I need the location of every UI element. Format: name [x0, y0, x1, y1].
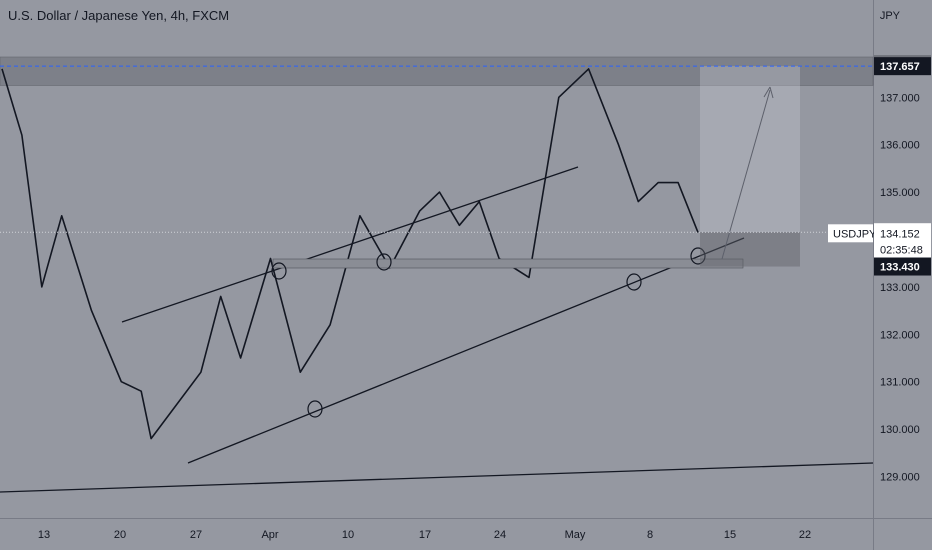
- stop-price-tag: [874, 257, 931, 276]
- currency-label: JPY: [879, 10, 900, 22]
- time-axis-panel[interactable]: [0, 518, 932, 550]
- projection-arrow: [721, 89, 771, 260]
- y-tick-label: 136.000: [880, 140, 920, 152]
- x-tick-label: 27: [190, 529, 202, 541]
- y-tick-label: 133.000: [880, 282, 920, 294]
- channel-lower-line: [187, 237, 745, 464]
- target-zone: [700, 66, 800, 233]
- y-tick-label: 132.000: [880, 329, 920, 341]
- touch-marker: [690, 247, 706, 265]
- touch-marker: [376, 253, 392, 271]
- x-tick-label: Apr: [261, 529, 278, 541]
- target-price-label: 137.657: [880, 61, 920, 73]
- y-tick-label: 130.000: [880, 424, 920, 436]
- x-tick-label: May: [565, 529, 586, 541]
- current-price-label: 134.152: [880, 228, 920, 240]
- x-tick-label: 15: [724, 529, 736, 541]
- x-tick-label: 13: [38, 529, 50, 541]
- x-tick-label: 24: [494, 529, 506, 541]
- resistance-zone: [0, 56, 874, 86]
- symbol-label: USDJPY: [833, 228, 877, 240]
- y-tick-label: 135.000: [880, 187, 920, 199]
- symbol-tag: [828, 224, 873, 243]
- support-zone: [272, 258, 744, 269]
- x-tick-label: 20: [114, 529, 126, 541]
- chart-title: U.S. Dollar / Japanese Yen, 4h, FXCM: [8, 8, 230, 23]
- countdown-label: 02:35:48: [880, 244, 923, 256]
- stop-zone: [700, 232, 800, 267]
- stop-price-label: 133.430: [880, 262, 920, 274]
- projection-arrowhead: [763, 86, 774, 99]
- long-term-trendline: [0, 462, 874, 493]
- touch-marker: [271, 262, 287, 280]
- current-price-tag: [874, 224, 931, 259]
- touch-marker: [307, 400, 323, 418]
- y-tick-label: 129.000: [880, 472, 920, 484]
- y-tick-label: 131.000: [880, 377, 920, 389]
- x-tick-label: 17: [419, 529, 431, 541]
- x-tick-label: 22: [799, 529, 811, 541]
- channel-upper-line: [121, 166, 579, 323]
- touch-marker: [626, 273, 642, 291]
- x-tick-label: 8: [647, 529, 653, 541]
- y-tick-label: 137.000: [880, 92, 920, 104]
- price-line: [1, 68, 699, 440]
- x-tick-label: 10: [342, 529, 354, 541]
- target-price-tag: [874, 57, 931, 76]
